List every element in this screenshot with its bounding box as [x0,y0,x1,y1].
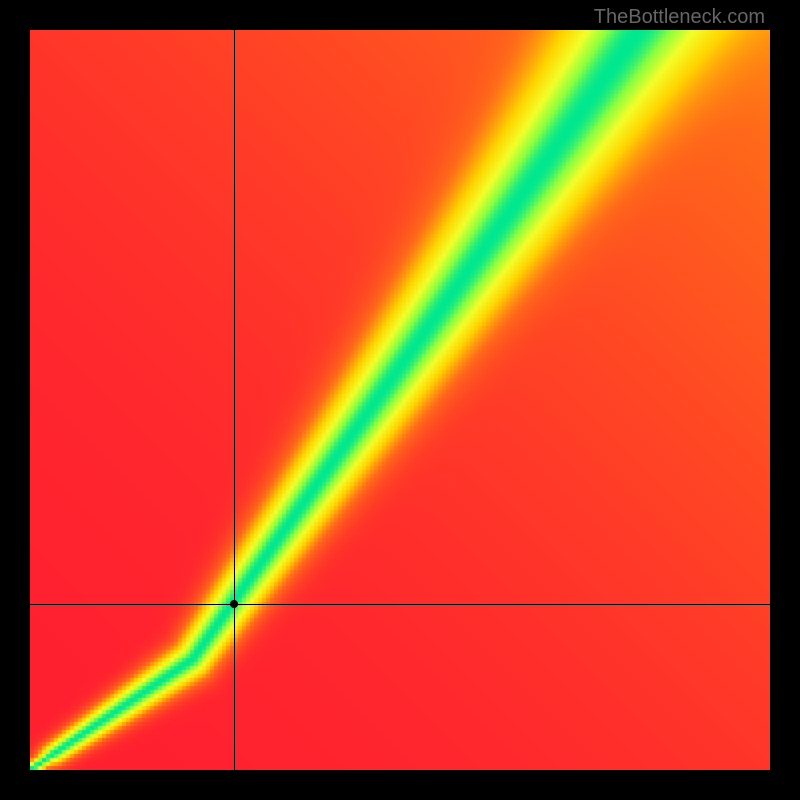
plot-area [30,30,770,770]
crosshair-vertical [234,30,235,770]
crosshair-marker [230,600,238,608]
bottleneck-heatmap [30,30,770,770]
crosshair-horizontal [30,604,770,605]
watermark-text: TheBottleneck.com [594,6,765,29]
